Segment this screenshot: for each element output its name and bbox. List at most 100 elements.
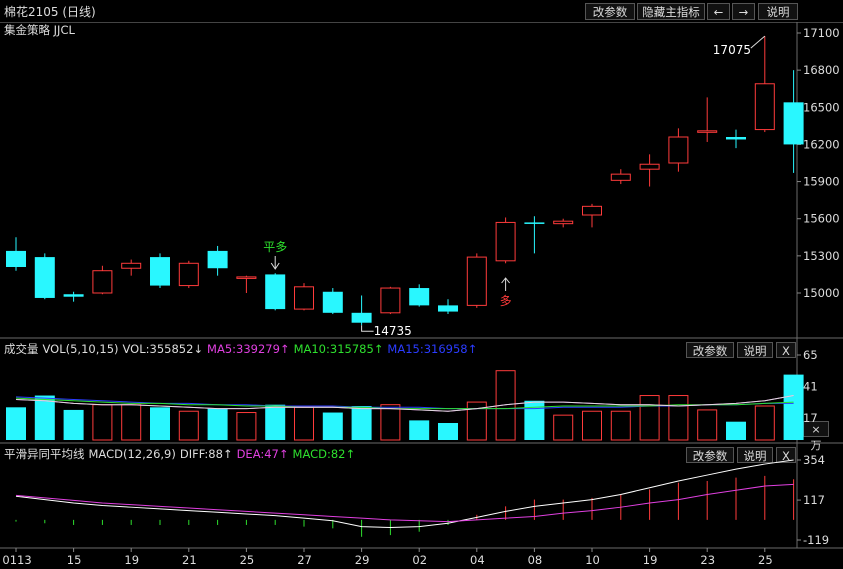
volume-bar bbox=[121, 404, 142, 441]
candle-body bbox=[495, 221, 516, 262]
candle-body bbox=[63, 294, 84, 297]
diff-value: DIFF:88↑ bbox=[179, 447, 233, 461]
volume-close-icon[interactable]: X bbox=[776, 342, 796, 358]
candle-body bbox=[582, 205, 602, 216]
volume-bar bbox=[726, 421, 746, 440]
volume-bar bbox=[582, 410, 602, 441]
x-tick-label: 25 bbox=[758, 553, 773, 567]
y-tick-label: 16200 bbox=[803, 137, 840, 151]
dea-line bbox=[15, 483, 794, 523]
x-tick-label: 04 bbox=[470, 553, 485, 567]
volume-bar bbox=[351, 406, 372, 440]
strategy-label: 集金策略 JJCL bbox=[4, 23, 75, 37]
candle-body bbox=[265, 274, 286, 310]
y-tick-label: 15000 bbox=[803, 286, 840, 300]
chart-title: 棉花2105 (日线) bbox=[4, 5, 96, 19]
macd-params: MACD(12,26,9) bbox=[88, 447, 176, 461]
y-tick-label: 16800 bbox=[803, 63, 840, 77]
candle-body bbox=[380, 287, 401, 314]
flat-long-signal: 平多 bbox=[263, 240, 287, 254]
y-tick-label: 41 bbox=[803, 379, 818, 393]
volume-bar bbox=[610, 410, 631, 441]
candle-body bbox=[409, 288, 430, 306]
ma15-value: MA15:316958↑ bbox=[387, 342, 478, 356]
volume-value: VOL:355852↓ bbox=[122, 342, 204, 356]
y-tick-label: 65 bbox=[803, 348, 818, 362]
x-tick-label: 15 bbox=[67, 553, 82, 567]
volume-params: VOL(5,10,15) bbox=[42, 342, 119, 356]
candle-body bbox=[754, 83, 775, 131]
params-button[interactable]: 改参数 bbox=[585, 3, 635, 20]
volume-name: 成交量 bbox=[4, 342, 39, 356]
y-tick-label: 16500 bbox=[803, 100, 840, 114]
low-marker-line bbox=[361, 325, 374, 332]
volume-params-button[interactable]: 改参数 bbox=[686, 342, 734, 358]
candle-body bbox=[178, 262, 199, 287]
volume-bar bbox=[524, 400, 545, 440]
x-tick-label: 02 bbox=[412, 553, 427, 567]
volume-bar bbox=[639, 395, 660, 441]
volume-bar bbox=[236, 412, 257, 441]
macd-help-button[interactable]: 说明 bbox=[737, 447, 773, 463]
candle-body bbox=[322, 291, 343, 313]
candle-body bbox=[207, 250, 228, 269]
x-tick-label: 23 bbox=[700, 553, 715, 567]
candle-body bbox=[121, 262, 142, 269]
y-tick-label: -119 bbox=[803, 533, 829, 547]
candle-body bbox=[610, 173, 631, 181]
candle-body bbox=[639, 163, 660, 170]
volume-bar bbox=[783, 374, 804, 440]
signal-arrow-head bbox=[270, 262, 280, 270]
y-tick-label: 17 bbox=[803, 411, 818, 425]
high-value-label: 17075 bbox=[713, 43, 751, 57]
volume-help-button[interactable]: 说明 bbox=[737, 342, 773, 358]
macd-value: MACD:82↑ bbox=[292, 447, 356, 461]
hide-indicator-button[interactable]: 隐藏主指标 bbox=[637, 3, 705, 20]
volume-bar bbox=[34, 395, 55, 440]
y-tick-label: 17100 bbox=[803, 26, 840, 40]
y-tick-label: 15900 bbox=[803, 175, 840, 189]
macd-params-button[interactable]: 改参数 bbox=[686, 447, 734, 463]
candle-body bbox=[150, 257, 170, 286]
vol-avg-line bbox=[15, 395, 794, 412]
x-tick-label: 29 bbox=[355, 553, 370, 567]
volume-bar bbox=[553, 414, 574, 441]
x-tick-label: 21 bbox=[182, 553, 197, 567]
left-arrow-icon[interactable]: ← bbox=[707, 3, 730, 20]
signal-arrow-head bbox=[501, 277, 510, 284]
volume-bar bbox=[63, 409, 84, 440]
volume-bar bbox=[294, 406, 314, 441]
macd-close-icon[interactable]: X bbox=[776, 447, 796, 463]
x-tick-label: 25 bbox=[240, 553, 255, 567]
ma5-value: MA5:339279↑ bbox=[207, 342, 290, 356]
volume-bar bbox=[92, 404, 113, 441]
macd-header: 平滑异同平均线 MACD(12,26,9) DIFF:88↑ DEA:47↑ MACD:… bbox=[4, 446, 359, 462]
volume-bar bbox=[265, 404, 286, 440]
macd-name: 平滑异同平均线 bbox=[4, 447, 85, 461]
volume-bar bbox=[466, 401, 487, 441]
x-tick-label: 19 bbox=[124, 553, 139, 567]
candle-body bbox=[6, 250, 26, 267]
x-tick-label: 27 bbox=[297, 553, 312, 567]
high-marker-line bbox=[750, 35, 766, 49]
candle-body bbox=[553, 220, 574, 225]
volume-bar bbox=[495, 370, 516, 441]
volume-bar bbox=[754, 405, 775, 441]
unit-button[interactable]: ×万 bbox=[803, 421, 829, 452]
x-tick-label: 10 bbox=[585, 553, 600, 567]
candle-body bbox=[783, 102, 804, 145]
candle-body bbox=[697, 130, 718, 133]
volume-bar bbox=[438, 423, 458, 440]
dea-value: DEA:47↑ bbox=[236, 447, 289, 461]
ma10-value: MA10:315785↑ bbox=[293, 342, 384, 356]
candle-body bbox=[524, 222, 545, 224]
volume-bar bbox=[322, 412, 343, 440]
candle-body bbox=[466, 256, 487, 306]
diff-line bbox=[15, 459, 794, 528]
help-button[interactable]: 说明 bbox=[758, 3, 798, 20]
candle-body bbox=[236, 276, 257, 279]
candle-body bbox=[34, 257, 55, 298]
right-arrow-icon[interactable]: → bbox=[732, 3, 755, 20]
candle-body bbox=[92, 270, 113, 294]
